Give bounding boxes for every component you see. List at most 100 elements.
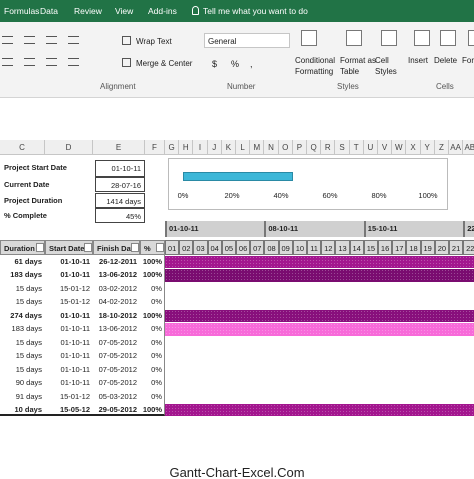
gantt-bar	[165, 403, 474, 417]
align-icon	[46, 58, 57, 66]
number-format[interactable]: General	[204, 33, 290, 48]
column-header: K	[222, 140, 236, 155]
align-icon	[68, 58, 79, 66]
button-label[interactable]: Styles	[375, 67, 397, 76]
tell-me[interactable]: Tell me what you want to do	[203, 6, 308, 16]
filter-button[interactable]	[131, 243, 139, 252]
day-label: 14	[349, 240, 364, 255]
number-symbol[interactable]: $	[212, 59, 218, 69]
button-label[interactable]: Cell	[375, 56, 389, 65]
button-label[interactable]: Table	[340, 67, 360, 76]
tab-bar	[0, 0, 474, 22]
progress-tick: 0%	[177, 191, 189, 200]
day-label: 22	[463, 240, 474, 255]
button-label[interactable]: For	[462, 56, 474, 65]
column-header: J	[208, 140, 222, 155]
lightbulb	[192, 6, 199, 15]
table-cell: 07-05-2012	[98, 337, 137, 347]
day-label: 12	[321, 240, 336, 255]
table-cell: 01-10-11	[60, 378, 90, 388]
day-label: 01	[165, 240, 180, 255]
group-label: Alignment	[100, 82, 136, 91]
column-header: H	[179, 140, 194, 155]
column-header: N	[264, 140, 279, 155]
table-cell: 100%	[142, 257, 162, 266]
tab[interactable]: Data	[40, 6, 58, 16]
button-label[interactable]: Conditional	[295, 56, 336, 65]
day-label: 20	[434, 240, 449, 255]
button-icon	[414, 30, 430, 46]
table-cell: 01-10-11	[60, 257, 90, 266]
week-label: 01-10-11	[165, 221, 264, 237]
table-cell: 05-03-2012	[98, 391, 137, 401]
table-cell: 07-05-2012	[98, 364, 137, 374]
day-label: 09	[278, 240, 293, 255]
wrap-text[interactable]: Wrap Text	[136, 37, 172, 46]
table-cell: 100%	[142, 270, 162, 280]
column-header: Q	[307, 140, 322, 155]
button-label[interactable]: Formatting	[295, 67, 334, 76]
tab[interactable]: Review	[74, 6, 102, 16]
table-cell: 100%	[142, 310, 162, 320]
table-cell: 0%	[151, 391, 162, 401]
project-label: Current Date	[4, 180, 50, 189]
table-cell: 01-10-11	[60, 310, 90, 320]
table-cell: 0%	[151, 297, 162, 307]
table-border	[0, 255, 165, 417]
day-label: 21	[449, 240, 464, 255]
align-icon	[24, 58, 35, 66]
align-icon	[2, 58, 13, 66]
tab[interactable]: View	[115, 6, 134, 16]
number-symbol[interactable]: %	[231, 59, 240, 69]
tab[interactable]: Add-ins	[148, 6, 177, 16]
table-header: Finish Date	[93, 240, 140, 255]
week-label: 08-10-11	[264, 221, 363, 237]
filter-button[interactable]	[84, 243, 92, 252]
day-label: 18	[406, 240, 421, 255]
filter-button[interactable]	[36, 243, 44, 252]
table-cell: 10 days	[14, 404, 42, 414]
table-cell: 13-06-2012	[98, 324, 137, 334]
button-icon	[381, 30, 397, 46]
table-cell: 100%	[142, 404, 162, 414]
table-cell: 183 days	[11, 324, 42, 334]
wrap-icon	[122, 36, 131, 45]
column-header: M	[250, 140, 265, 155]
align-icon	[24, 36, 35, 44]
column-header: AB	[463, 140, 474, 155]
merge-icon	[122, 58, 131, 67]
table-cell: 15-01-12	[59, 297, 90, 307]
group-label: Cells	[436, 82, 454, 91]
day-label: 10	[292, 240, 307, 255]
tab[interactable]: Formulas	[4, 6, 40, 16]
button-label[interactable]: Insert	[408, 56, 429, 65]
table-cell: 01-10-11	[60, 364, 90, 374]
filter-button[interactable]	[156, 243, 164, 252]
table-cell: 01-10-11	[60, 351, 90, 361]
merge-center[interactable]: Merge & Center	[136, 59, 193, 68]
day-label: 07	[250, 240, 265, 255]
button-icon	[346, 30, 362, 46]
table-cell: 01-10-11	[60, 270, 90, 280]
day-label: 19	[420, 240, 435, 255]
column-header: S	[335, 140, 350, 155]
table-cell: 15 days	[15, 364, 42, 374]
group-label: Styles	[337, 82, 359, 91]
gantt-bar	[165, 256, 474, 269]
table-cell: 91 days	[15, 391, 42, 401]
table-cell: 18-10-2012	[98, 310, 137, 320]
column-header: U	[364, 140, 378, 155]
button-label[interactable]: Delete	[434, 56, 458, 65]
button-label[interactable]: Format as	[340, 56, 377, 65]
week-label: 22-	[463, 221, 474, 237]
number-symbol[interactable]: ,	[250, 59, 253, 69]
table-cell: 0%	[151, 283, 162, 293]
table-cell: 01-10-11	[60, 324, 90, 334]
day-label: 05	[221, 240, 236, 255]
project-label: Project Duration	[4, 196, 63, 205]
table-header: Duration	[0, 240, 45, 255]
group-label: Number	[227, 82, 256, 91]
button-icon	[468, 30, 474, 46]
footer: Gantt-Chart-Excel.Com	[169, 465, 305, 479]
progress-tick: 80%	[371, 191, 387, 200]
